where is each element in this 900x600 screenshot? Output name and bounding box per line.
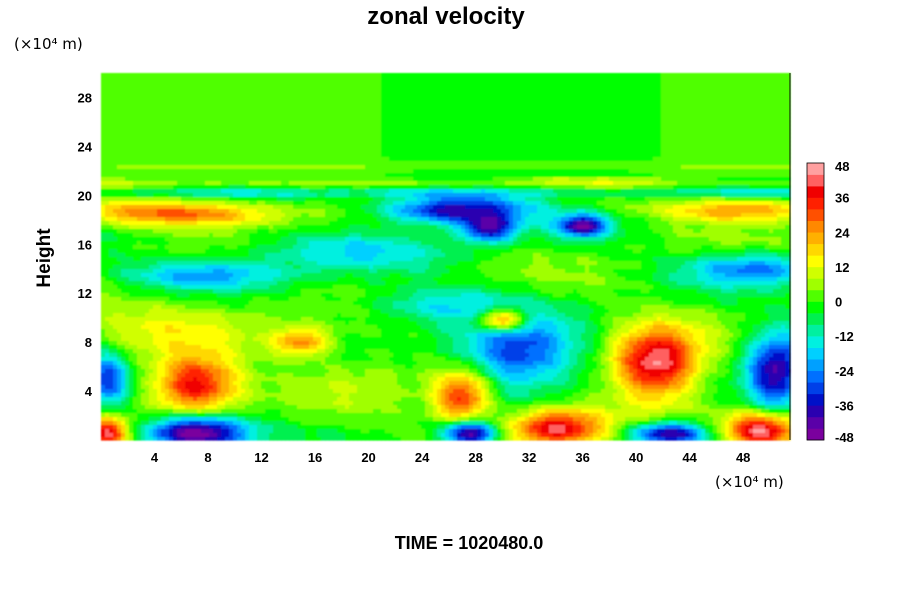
colorbar-level [807,428,824,441]
colorbar [806,162,825,441]
colorbar-tick-label: -48 [835,430,854,445]
colorbar-level [807,324,824,337]
y-tick-label: 4 [85,384,93,399]
colorbar-tick-label: 12 [835,260,849,275]
x-axis-ticks: 4 8 12 16 20 24 28 32 36 40 44 48 [151,450,751,465]
colorbar-level [807,232,824,245]
x-tick-label: 24 [415,450,430,465]
colorbar-level [807,393,824,406]
y-axis-unit: (×10⁴ m) [14,35,83,53]
colorbar-tick-label: -12 [835,329,854,344]
y-tick-label: 20 [78,188,92,203]
x-tick-label: 20 [361,450,375,465]
y-tick-label: 16 [78,237,92,252]
colorbar-level [807,405,824,418]
chart-title: zonal velocity [367,3,525,30]
colorbar-frame [806,162,825,441]
y-tick-label: 8 [85,335,92,350]
colorbar-level [807,347,824,360]
colorbar-level [807,243,824,256]
colorbar-tick-label: 36 [835,191,849,206]
colorbar-tick-label: -36 [835,398,854,413]
colorbar-tick-label: 24 [835,225,850,240]
time-label: TIME = 1020480.0 [395,533,544,553]
colorbar-tick-label: -24 [835,364,855,379]
heatmap-field [101,73,791,441]
y-tick-label: 28 [78,90,92,105]
colorbar-level [807,209,824,222]
colorbar-level [807,163,824,175]
colorbar-tick-label: 0 [835,295,842,310]
colorbar-level [807,289,824,302]
y-tick-label: 12 [78,286,92,301]
x-tick-label: 4 [151,450,159,465]
x-tick-label: 28 [468,450,482,465]
y-axis-ticks: 4 8 12 16 20 24 28 [78,90,93,399]
colorbar-level [807,174,824,187]
y-axis-title: Height [34,228,55,288]
colorbar-level [807,336,824,348]
colorbar-level [807,359,824,372]
colorbar-level [807,197,824,210]
colorbar-tick-label: 48 [835,159,849,174]
x-tick-label: 44 [682,450,697,465]
x-tick-label: 40 [629,450,643,465]
x-axis-unit: (×10⁴ m) [715,473,784,491]
heatmap-cells [101,73,791,441]
colorbar-level [807,220,824,233]
x-tick-label: 32 [522,450,536,465]
colorbar-level [807,255,824,268]
x-tick-label: 8 [204,450,211,465]
x-tick-label: 16 [308,450,322,465]
colorbar-level [807,313,824,325]
x-tick-label: 48 [736,450,750,465]
x-tick-label: 12 [254,450,268,465]
colorbar-level [807,416,824,429]
x-tick-label: 36 [575,450,589,465]
colorbar-level [807,266,824,279]
colorbar-level [807,278,824,291]
colorbar-level [807,186,824,198]
y-tick-label: 24 [78,139,93,154]
colorbar-level [807,370,824,383]
colorbar-tick-labels: 48 36 24 12 0 -12 -24 -36 -48 [835,159,855,445]
colorbar-level [807,301,824,314]
colorbar-level [807,382,824,395]
